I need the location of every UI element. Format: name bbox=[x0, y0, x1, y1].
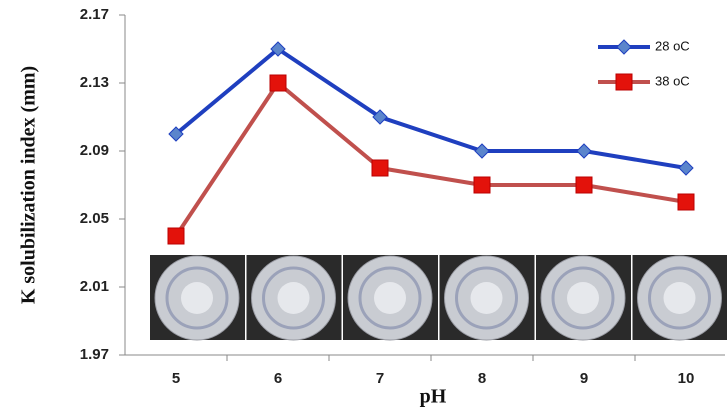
y-tick-label: 1.97 bbox=[80, 346, 109, 363]
point bbox=[168, 228, 184, 244]
y-tick-label: 2.01 bbox=[80, 278, 109, 295]
y-tick-label: 2.13 bbox=[80, 74, 109, 91]
x-tick-label: 9 bbox=[580, 370, 588, 387]
series-line bbox=[176, 83, 686, 236]
point bbox=[679, 161, 693, 175]
photo-strip bbox=[150, 255, 727, 340]
point bbox=[576, 177, 592, 193]
point bbox=[372, 160, 388, 176]
legend-marker bbox=[617, 40, 631, 54]
colony bbox=[374, 282, 406, 314]
y-tick-label: 2.05 bbox=[80, 210, 109, 227]
legend-label: 28 oC bbox=[655, 38, 690, 53]
x-tick-label: 8 bbox=[478, 370, 486, 387]
y-tick-label: 2.17 bbox=[80, 6, 109, 23]
x-tick-label: 6 bbox=[274, 370, 282, 387]
colony bbox=[278, 282, 310, 314]
chart: K solubilization index (mm) pH 1.97 2.01 2… bbox=[0, 0, 727, 412]
x-tick-label: 10 bbox=[678, 370, 695, 387]
legend-label: 38 oC bbox=[655, 73, 690, 88]
y-tick-label: 2.09 bbox=[80, 142, 109, 159]
x-tick-label: 7 bbox=[376, 370, 384, 387]
colony bbox=[471, 282, 503, 314]
colony bbox=[567, 282, 599, 314]
legend-marker bbox=[616, 74, 632, 90]
point bbox=[474, 177, 490, 193]
series-line bbox=[176, 49, 686, 168]
y-axis-title: K solubilization index (mm) bbox=[18, 66, 40, 304]
x-tick-label: 5 bbox=[172, 370, 180, 387]
point bbox=[678, 194, 694, 210]
colony bbox=[664, 282, 696, 314]
point bbox=[577, 144, 591, 158]
point bbox=[475, 144, 489, 158]
x-axis-title: pH bbox=[420, 386, 447, 408]
colony bbox=[181, 282, 213, 314]
point bbox=[270, 75, 286, 91]
